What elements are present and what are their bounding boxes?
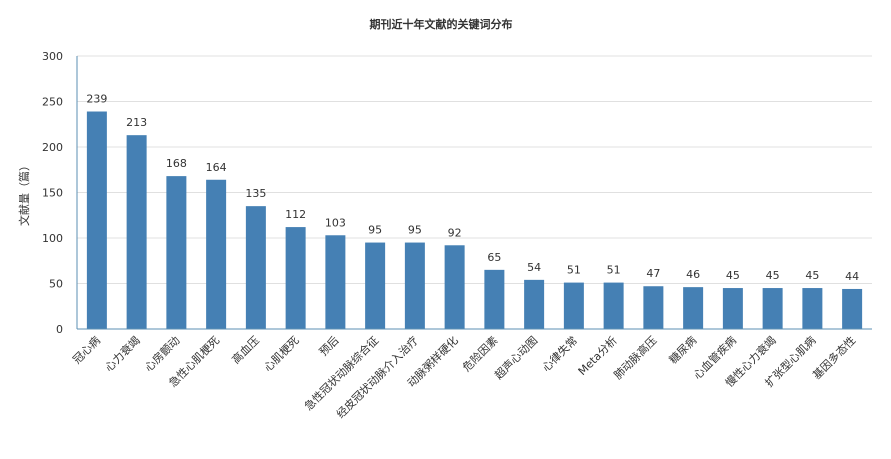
bar (484, 269, 505, 329)
bar-value-label: 51 (607, 264, 621, 277)
y-tick-label: 100 (42, 232, 63, 245)
bar-value-label: 164 (206, 161, 227, 174)
y-tick-label: 200 (42, 141, 63, 154)
bar (245, 206, 266, 329)
x-tick-label: 危险因素 (459, 333, 500, 374)
bar (206, 179, 227, 329)
bar (802, 288, 823, 329)
bar-value-label: 47 (646, 267, 660, 280)
bar-value-label: 92 (448, 226, 462, 239)
bar (603, 282, 624, 329)
bar-value-label: 213 (126, 116, 147, 129)
bar (683, 287, 704, 329)
x-tick-label: 肺动脉高压 (611, 333, 660, 382)
bar (166, 176, 187, 329)
x-tick-label: 心律失常 (540, 334, 580, 374)
bar (86, 111, 107, 329)
bar (325, 235, 346, 329)
x-tick-label: 预后 (317, 334, 342, 359)
y-axis-label: 文献量（篇） (17, 160, 31, 226)
bar-value-label: 112 (285, 208, 306, 221)
bar (842, 288, 863, 329)
bar-value-label: 51 (567, 264, 581, 277)
bar (524, 279, 545, 329)
bar (563, 282, 584, 329)
bars (86, 111, 863, 329)
x-tick-label: 冠心病 (70, 333, 103, 366)
bar-value-label: 103 (325, 216, 346, 229)
bar-value-label: 95 (368, 224, 382, 237)
bar-value-label: 65 (487, 251, 501, 264)
x-tick-label: 心力衰竭 (102, 333, 143, 374)
chart-title: 期刊近十年文献的关键词分布 (370, 17, 513, 31)
data-labels: 239 213 168 164 135 112 103 95 95 92 65 54 51 51 47 46 4… (86, 93, 859, 283)
bar (365, 242, 386, 329)
grid-lines (77, 55, 872, 284)
bar-value-label: 95 (408, 224, 422, 237)
bar (285, 227, 306, 329)
x-tick-label: 心肌梗死 (261, 333, 302, 374)
y-tick-label: 250 (42, 96, 63, 109)
y-tick-label: 0 (56, 323, 63, 336)
bar (643, 286, 664, 329)
bar-value-label: 45 (766, 269, 780, 282)
bar (404, 242, 425, 329)
bar (126, 135, 147, 329)
x-tick-label: 高血压 (229, 333, 262, 366)
bar-value-label: 54 (527, 261, 541, 274)
bar-value-label: 45 (805, 269, 819, 282)
y-tick-label: 150 (42, 187, 63, 200)
x-tick-label: 糖尿病 (666, 333, 699, 366)
x-tick-label: 基因多态性 (809, 333, 858, 382)
bar-value-label: 135 (245, 187, 266, 200)
bar-value-label: 168 (166, 157, 187, 170)
y-tick-label: 300 (42, 50, 63, 63)
bar (762, 288, 783, 329)
bar-value-label: 44 (845, 270, 859, 283)
bar (444, 245, 465, 329)
bar-value-label: 46 (686, 268, 700, 281)
bar (722, 288, 743, 329)
x-tick-label: 心房颤动 (141, 333, 182, 374)
y-axis-ticks: 0 50 100 150 200 250 300 (42, 50, 63, 336)
y-tick-label: 50 (49, 278, 63, 291)
bar-value-label: 45 (726, 269, 740, 282)
bar-value-label: 239 (86, 93, 107, 106)
x-tick-label: 超声心动图 (491, 333, 540, 382)
x-tick-label: 急性冠状动脉综合征 (301, 333, 381, 413)
